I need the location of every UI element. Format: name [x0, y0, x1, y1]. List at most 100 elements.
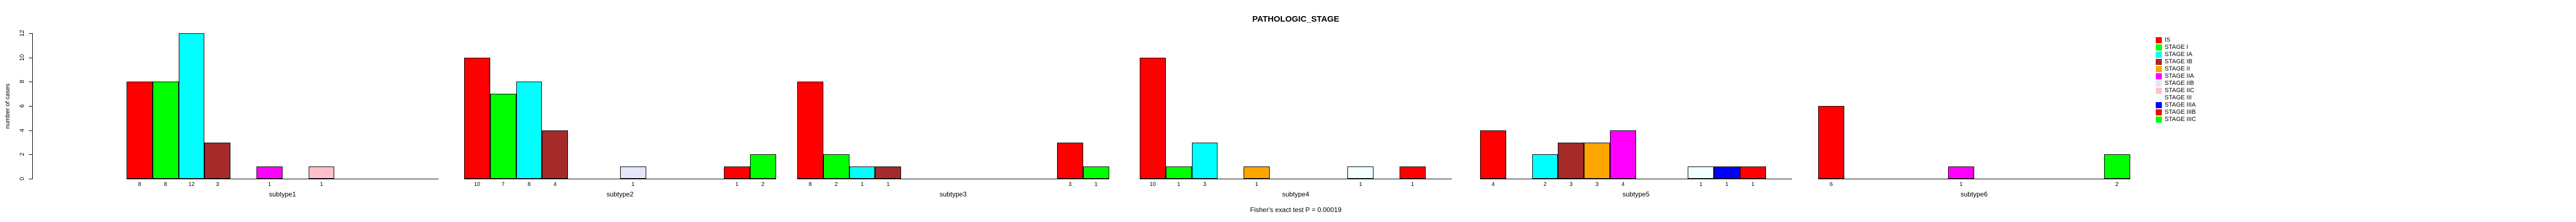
bar-value-label: 10: [1149, 181, 1156, 188]
bar-value-label: 8: [164, 181, 167, 188]
legend-swatch-icon: [2156, 66, 2162, 72]
bar-subtype5-stage-ib: [1558, 142, 1584, 179]
bar-subtype5-stage-iia: [1610, 130, 1636, 179]
y-tick-label: 2: [19, 153, 26, 157]
group-label-subtype1: subtype1: [269, 190, 296, 198]
bar-value-label: 8: [808, 181, 812, 188]
bar-value-label: 1: [1699, 181, 1703, 188]
bar-subtype6-is: [1818, 106, 1844, 179]
bar-subtype1-stage-i: [152, 82, 179, 179]
bar-subtype5-stage-iiia: [1714, 167, 1740, 179]
bar-value-label: 7: [501, 181, 505, 188]
bar-subtype3-stage-iiib: [1057, 142, 1083, 179]
legend-swatch-icon: [2156, 95, 2162, 101]
bar-value-label: 3: [1068, 181, 1072, 188]
bar-value-label: 1: [1094, 181, 1098, 188]
bar-value-label: 1: [861, 181, 864, 188]
bar-subtype3-is: [797, 82, 823, 179]
y-tick-label: 12: [19, 29, 26, 37]
legend-swatch-icon: [2156, 52, 2162, 58]
bar-value-label: 1: [887, 181, 890, 188]
legend-item: STAGE I: [2156, 44, 2196, 51]
bar-value-label: 3: [1203, 181, 1206, 188]
legend-item: STAGE IB: [2156, 58, 2196, 65]
legend-label: STAGE IIIA: [2165, 102, 2196, 108]
legend-item: STAGE IIB: [2156, 80, 2196, 87]
bar-subtype2-stage-iiib: [724, 167, 750, 179]
legend-swatch-icon: [2156, 102, 2162, 108]
bar-subtype4-stage-ia: [1191, 142, 1218, 179]
bar-subtype3-stage-iiic: [1083, 167, 1109, 179]
bar-value-label: 1: [1959, 181, 1963, 188]
y-tick: [29, 130, 32, 131]
y-axis-line: [32, 33, 33, 179]
bar-value-label: 2: [761, 181, 764, 188]
bar-value-label: 4: [554, 181, 557, 188]
bar-subtype5-stage-ii: [1584, 142, 1610, 179]
bar-value-label: 1: [1725, 181, 1729, 188]
y-tick-label: 0: [19, 176, 26, 181]
bar-subtype1-stage-iic: [308, 167, 335, 179]
legend-item: STAGE IIA: [2156, 73, 2196, 80]
group-label-subtype2: subtype2: [606, 190, 634, 198]
legend-label: STAGE IB: [2165, 58, 2192, 65]
group-label-subtype3: subtype3: [939, 190, 967, 198]
legend-label: STAGE IIIB: [2165, 109, 2196, 115]
bar-value-label: 10: [474, 181, 480, 188]
bar-subtype1-stage-ia: [178, 33, 205, 179]
legend-label: IS: [2165, 37, 2171, 43]
bar-value-label: 1: [268, 181, 271, 188]
y-tick: [29, 33, 32, 34]
bar-subtype1-stage-iia: [256, 167, 283, 179]
legend-swatch-icon: [2156, 80, 2162, 87]
legend-item: STAGE III: [2156, 94, 2196, 102]
bar-subtype3-stage-ib: [875, 167, 902, 179]
bar-subtype5-stage-iiib: [1740, 167, 1766, 179]
bar-value-label: 1: [735, 181, 739, 188]
bar-subtype2-stage-i: [490, 94, 516, 179]
legend-swatch-icon: [2156, 59, 2162, 65]
bar-subtype1-stage-ib: [204, 142, 231, 179]
fishers-test-caption: Fisher's exact test P = 0.00019: [1250, 206, 1342, 214]
y-tick-label: 10: [19, 54, 26, 61]
bar-subtype4-stage-iiib: [1400, 167, 1426, 179]
bar-subtype4-stage-iii: [1347, 167, 1374, 179]
bar-subtype5-stage-iii: [1688, 167, 1714, 179]
bar-subtype2-stage-iiic: [749, 154, 776, 179]
legend-label: STAGE IIC: [2165, 87, 2195, 94]
legend-swatch-icon: [2156, 88, 2162, 94]
bar-value-label: 1: [1255, 181, 1259, 188]
legend-item: STAGE IIIA: [2156, 102, 2196, 109]
bar-subtype1-is: [127, 82, 153, 179]
legend-label: STAGE I: [2165, 44, 2188, 51]
bar-subtype4-stage-i: [1165, 167, 1192, 179]
bar-value-label: 3: [216, 181, 219, 188]
bar-value-label: 8: [527, 181, 531, 188]
bar-value-label: 1: [1751, 181, 1755, 188]
legend-label: STAGE IA: [2165, 51, 2192, 58]
bar-value-label: 1: [631, 181, 635, 188]
y-tick: [29, 154, 32, 155]
legend-item: STAGE IIIC: [2156, 116, 2196, 123]
legend-label: STAGE IIB: [2165, 80, 2194, 87]
bar-value-label: 4: [1491, 181, 1495, 188]
legend-label: STAGE IIA: [2165, 73, 2194, 79]
group-label-subtype4: subtype4: [1282, 190, 1310, 198]
legend-label: STAGE III: [2165, 94, 2192, 101]
legend-item: STAGE IIIB: [2156, 109, 2196, 116]
bar-subtype4-stage-ii: [1244, 167, 1270, 179]
bar-value-label: 2: [1543, 181, 1547, 188]
legend-swatch-icon: [2156, 109, 2162, 115]
bar-value-label: 3: [1595, 181, 1599, 188]
bar-subtype2-stage-ia: [516, 82, 542, 179]
bar-value-label: 12: [188, 181, 195, 188]
bar-subtype5-is: [1480, 130, 1506, 179]
bar-value-label: 6: [1829, 181, 1833, 188]
group-label-subtype5: subtype5: [1622, 190, 1650, 198]
legend-swatch-icon: [2156, 117, 2162, 123]
bar-subtype6-stage-iia: [1948, 167, 1974, 179]
legend-swatch-icon: [2156, 37, 2162, 43]
legend: IS STAGE I STAGE IA STAGE IB STAGE II STAGE I…: [2156, 37, 2196, 123]
legend-item: IS: [2156, 37, 2196, 44]
